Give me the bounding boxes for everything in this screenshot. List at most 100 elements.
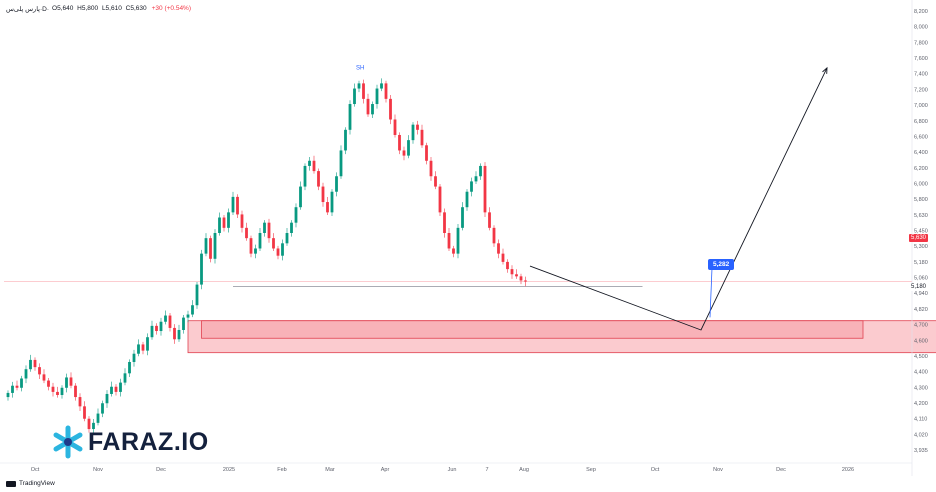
y-tick-label: 8,200 <box>914 9 928 15</box>
candle-body <box>303 165 307 187</box>
candle-body <box>411 124 415 141</box>
y-tick-label: 4,200 <box>914 401 928 407</box>
tradingview-footer[interactable]: TradingView <box>6 480 55 487</box>
candle-body <box>389 98 392 120</box>
candle-body <box>236 196 239 215</box>
candle-body <box>407 140 410 156</box>
axis-layer: 8,200 8,000 7,800 7,600 7,400 7,200 7,000 6,800… <box>0 0 928 476</box>
overlay-layer: SH <box>356 65 828 331</box>
target-pointer <box>709 267 713 318</box>
candle-body <box>87 418 91 430</box>
candle-body <box>353 88 356 105</box>
y-tick-label: 6,200 <box>914 166 928 172</box>
candle-body <box>33 359 37 368</box>
candle-body <box>249 238 253 254</box>
faraz-watermark: FARAZ.IO <box>52 425 209 459</box>
candle-body <box>398 134 401 151</box>
y-tick-label: 7,800 <box>914 40 928 46</box>
candle-body <box>101 403 104 414</box>
candle-body <box>11 385 14 393</box>
candle-body <box>276 248 280 256</box>
y-tick-label: 5,300 <box>914 244 928 250</box>
ohlc-values: O5,640 H5,800 L5,610 C5,630 <box>52 5 149 13</box>
y-tick-label: 4,940 <box>914 291 928 297</box>
candle-body <box>74 385 77 398</box>
candle-body <box>470 181 473 192</box>
projection-arrowhead <box>822 66 828 74</box>
x-tick-label: Jun <box>448 467 457 473</box>
candle-body <box>434 176 437 187</box>
x-tick-label: Feb <box>277 467 286 473</box>
candle-body <box>128 361 131 374</box>
candle-body <box>137 344 140 354</box>
x-tick-label: Apr <box>381 467 390 473</box>
x-tick-label: Dec <box>776 467 786 473</box>
candle-body <box>218 217 221 233</box>
candle-body <box>420 129 424 146</box>
candle-body <box>290 222 293 233</box>
x-tick-label: Oct <box>651 467 660 473</box>
y-tick-label: 5,800 <box>914 197 928 203</box>
candle-body <box>281 243 284 256</box>
candle-body <box>92 422 95 430</box>
y-tick-label: 8,000 <box>914 25 928 31</box>
candle-body <box>173 327 176 340</box>
candle-body <box>150 325 154 338</box>
y-tick-label: 4,020 <box>914 432 928 438</box>
candle-body <box>362 83 365 99</box>
y-tick-label: 7,600 <box>914 56 928 62</box>
y-tick-label: 3,935 <box>914 448 928 454</box>
candle-body <box>335 176 338 192</box>
candle-body <box>438 186 442 213</box>
candle-body <box>258 233 262 249</box>
x-tick-label: Aug <box>519 467 529 473</box>
chart-header: پارس پلی‌س·D· O5,640 H5,800 L5,610 C5,63… <box>6 5 191 13</box>
candle-body <box>132 353 136 362</box>
target-price-label: 5,282 <box>708 259 735 270</box>
candle-body <box>371 104 374 115</box>
candle-body <box>42 374 46 381</box>
candle-body <box>515 274 518 277</box>
y-tick-label: 6,400 <box>914 150 928 156</box>
candle-body <box>51 386 55 392</box>
candle-body <box>231 196 235 213</box>
y-tick-label: 6,800 <box>914 119 928 125</box>
swing-high-marker: SH <box>356 65 364 71</box>
candle-body <box>443 212 446 233</box>
y-tick-label: 5,180 <box>914 260 928 266</box>
candle-body <box>330 191 334 213</box>
candle-body <box>96 413 100 423</box>
candle-body <box>402 150 406 156</box>
y-tick-label: 5,060 <box>914 276 928 282</box>
y-tick-label: 6,000 <box>914 181 928 187</box>
candle-body <box>375 88 379 105</box>
candle-body <box>114 386 118 392</box>
faraz-logo-icon <box>53 425 83 459</box>
candle-body <box>164 315 167 322</box>
y-tick-label: 4,110 <box>914 417 927 423</box>
tradingview-logo-icon <box>6 480 16 487</box>
y-tick-label: 4,600 <box>914 338 928 344</box>
candle-body <box>110 386 113 394</box>
candle-body <box>6 392 10 398</box>
candle-body <box>155 325 158 332</box>
candle-body <box>510 269 514 275</box>
candle-body <box>38 367 41 375</box>
candle-body <box>123 373 127 383</box>
candle-body <box>146 337 149 351</box>
candle-body <box>47 380 50 387</box>
watermark-text: FARAZ.IO <box>88 427 209 456</box>
candle-body <box>452 248 455 254</box>
candle-body <box>222 217 226 228</box>
candle-body <box>483 165 487 213</box>
candle-body <box>465 191 469 208</box>
candle-body <box>24 369 28 379</box>
candle-body <box>186 314 190 318</box>
candle-body <box>474 176 478 182</box>
high-value: H5,800 <box>77 5 99 12</box>
current-price-label: 5,630 <box>909 234 929 242</box>
candle-body <box>393 119 397 135</box>
candle-body <box>254 248 257 254</box>
